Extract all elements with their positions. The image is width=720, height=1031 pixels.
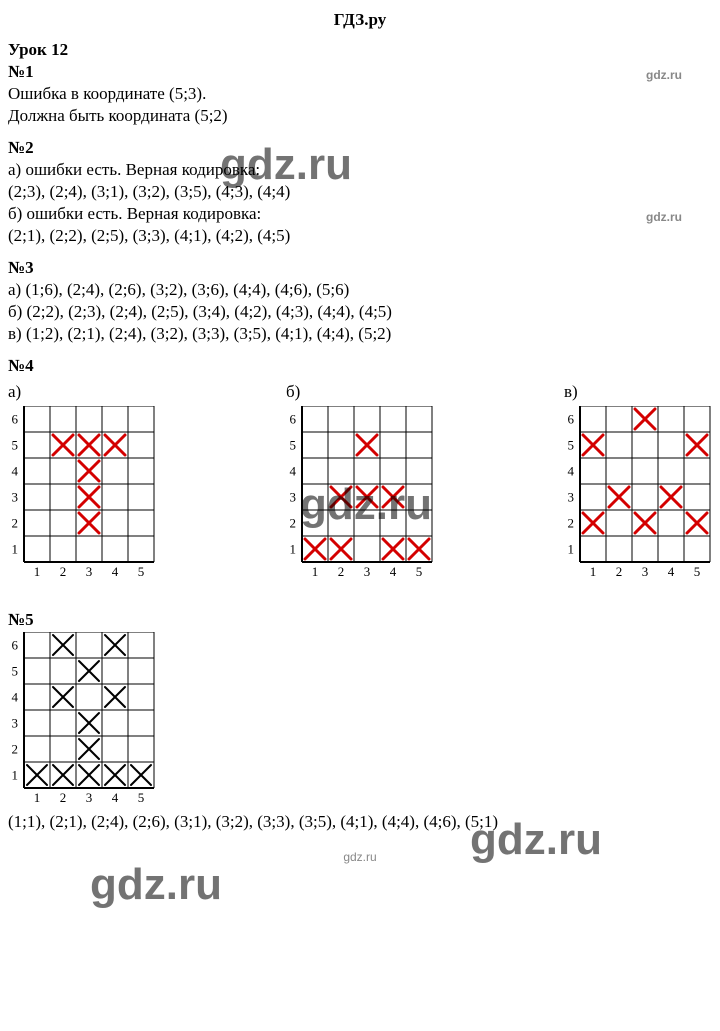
svg-text:6: 6 — [568, 412, 575, 427]
q4-label-a: а) — [8, 382, 156, 402]
svg-text:3: 3 — [86, 790, 93, 805]
q2-b-intro: б) ошибки есть. Верная кодировка: — [8, 204, 712, 224]
svg-text:4: 4 — [112, 564, 119, 579]
grid-chart: 1 2 3 4 5 6 1 2 3 4 5 — [8, 632, 156, 806]
q4-num: №4 — [8, 356, 712, 376]
svg-text:1: 1 — [568, 542, 575, 557]
q3-a: а) (1;6), (2;4), (2;6), (3;2), (3;6), (4… — [8, 280, 712, 300]
grid-chart: 1 2 3 4 5 6 1 2 3 4 5 — [8, 406, 156, 580]
q3-num: №3 — [8, 258, 712, 278]
svg-text:1: 1 — [290, 542, 297, 557]
q5-num: №5 — [8, 610, 712, 630]
q4-grid-b: б) 1 2 3 4 5 6 1 2 3 4 5 — [286, 382, 434, 580]
svg-text:2: 2 — [60, 790, 67, 805]
svg-text:1: 1 — [12, 542, 19, 557]
q1-line1: Ошибка в координате (5;3). — [8, 84, 712, 104]
lesson-title: Урок 12 — [8, 40, 712, 60]
svg-text:3: 3 — [364, 564, 371, 579]
q4-grid-a: а) 1 2 3 4 5 6 1 2 3 4 5 — [8, 382, 156, 580]
svg-text:1: 1 — [34, 790, 41, 805]
svg-text:1: 1 — [12, 768, 19, 783]
q4-grids: а) 12345612345 б) 12345612345 в) 1234561… — [8, 382, 712, 580]
svg-text:5: 5 — [12, 438, 19, 453]
svg-text:3: 3 — [86, 564, 93, 579]
watermark-big: gdz.ru — [90, 860, 222, 910]
svg-text:1: 1 — [590, 564, 597, 579]
svg-text:4: 4 — [568, 464, 575, 479]
grid-chart: 1 2 3 4 5 6 1 2 3 4 5 — [564, 406, 712, 580]
q4-grid-c: в) 1 2 3 4 5 6 1 2 3 4 5 — [564, 382, 712, 580]
svg-text:3: 3 — [568, 490, 575, 505]
svg-text:2: 2 — [12, 742, 19, 757]
svg-text:3: 3 — [12, 716, 19, 731]
svg-text:2: 2 — [568, 516, 575, 531]
page-title: ГДЗ.ру — [8, 10, 712, 30]
q1-num: №1 — [8, 62, 712, 82]
svg-text:3: 3 — [290, 490, 297, 505]
svg-text:5: 5 — [138, 564, 145, 579]
grid-chart: 1 2 3 4 5 6 1 2 3 4 5 — [286, 406, 434, 580]
svg-text:6: 6 — [12, 412, 19, 427]
svg-text:2: 2 — [616, 564, 623, 579]
q2-num: №2 — [8, 138, 712, 158]
q3-b: б) (2;2), (2;3), (2;4), (2;5), (3;4), (4… — [8, 302, 712, 322]
svg-text:4: 4 — [390, 564, 397, 579]
footer-watermark: gdz.ru — [8, 850, 712, 864]
svg-text:5: 5 — [694, 564, 701, 579]
svg-text:5: 5 — [290, 438, 297, 453]
svg-text:1: 1 — [34, 564, 41, 579]
q3-v: в) (1;2), (2;1), (2;4), (3;2), (3;3), (3… — [8, 324, 712, 344]
q5-coords: (1;1), (2;1), (2;4), (2;6), (3;1), (3;2)… — [8, 812, 712, 832]
svg-text:2: 2 — [338, 564, 345, 579]
svg-text:2: 2 — [290, 516, 297, 531]
q1-line2: Должна быть координата (5;2) — [8, 106, 712, 126]
svg-text:2: 2 — [12, 516, 19, 531]
svg-text:5: 5 — [12, 664, 19, 679]
q2-b-list: (2;1), (2;2), (2;5), (3;3), (4;1), (4;2)… — [8, 226, 712, 246]
svg-text:4: 4 — [112, 790, 119, 805]
q4-label-c: в) — [564, 382, 712, 402]
svg-text:5: 5 — [416, 564, 423, 579]
svg-text:1: 1 — [312, 564, 319, 579]
svg-text:2: 2 — [60, 564, 67, 579]
svg-text:5: 5 — [568, 438, 575, 453]
q2-a-intro: а) ошибки есть. Верная кодировка: — [8, 160, 712, 180]
svg-text:4: 4 — [290, 464, 297, 479]
q4-label-b: б) — [286, 382, 434, 402]
svg-text:4: 4 — [12, 690, 19, 705]
svg-text:6: 6 — [290, 412, 297, 427]
svg-text:6: 6 — [12, 638, 19, 653]
svg-text:4: 4 — [12, 464, 19, 479]
q2-a-list: (2;3), (2;4), (3;1), (3;2), (3;5), (4;3)… — [8, 182, 712, 202]
svg-text:5: 5 — [138, 790, 145, 805]
svg-text:4: 4 — [668, 564, 675, 579]
svg-text:3: 3 — [642, 564, 649, 579]
svg-text:3: 3 — [12, 490, 19, 505]
